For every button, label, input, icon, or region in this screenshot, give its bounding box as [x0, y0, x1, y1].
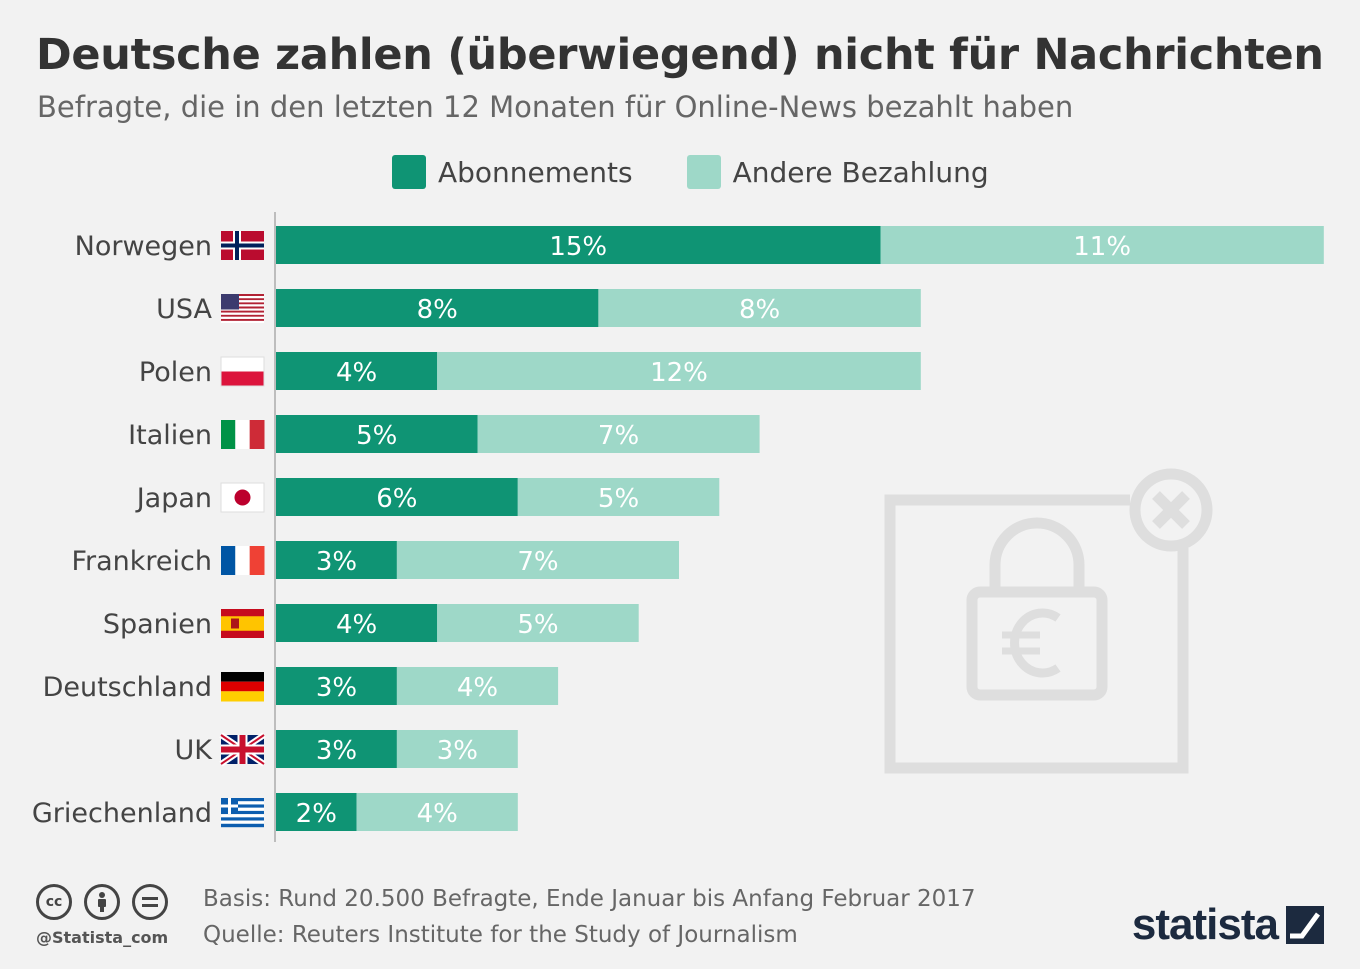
- data-label: 11%: [1073, 232, 1131, 262]
- chart-subtitle: Befragte, die in den letzten 12 Monaten …: [37, 90, 1074, 124]
- data-label: 15%: [549, 232, 607, 262]
- flag-japan-icon: [220, 482, 265, 513]
- by-icon: [84, 884, 120, 920]
- flag-norway-icon: [221, 231, 264, 260]
- legend-item-andere: Andere Bezahlung: [686, 155, 989, 189]
- flag-poland-icon: [220, 356, 265, 387]
- data-label: 7%: [517, 547, 558, 577]
- flag-italy-icon: [221, 420, 265, 449]
- license-icons: cc: [36, 884, 180, 920]
- bar-andere-uk: [396, 730, 518, 768]
- data-label: 5%: [517, 610, 558, 640]
- bar-andere-frankreich: [396, 541, 679, 579]
- flag-uk-icon: [219, 732, 266, 767]
- legend-swatch-abonnements: [392, 155, 426, 189]
- bar-abonnements-uk: [276, 730, 397, 768]
- data-label: 4%: [336, 358, 377, 388]
- flag-greece-icon: [221, 798, 264, 828]
- legend-label-abonnements: Abonnements: [438, 155, 633, 189]
- bar-abonnements-italien: [276, 415, 478, 453]
- paywall-lock-euro-icon: [884, 468, 1213, 774]
- data-label: 3%: [316, 736, 357, 766]
- legend-item-abonnements: Abonnements: [392, 155, 633, 189]
- legend-swatch-andere: [686, 155, 721, 189]
- statista-logo-text: statista: [1131, 900, 1279, 949]
- category-label: Spanien: [103, 609, 212, 640]
- data-label: 8%: [739, 295, 780, 325]
- category-label: Japan: [135, 483, 212, 514]
- basis-note: Basis: Rund 20.500 Befragte, Ende Januar…: [203, 886, 976, 912]
- data-label: 5%: [598, 484, 639, 514]
- data-label: 8%: [417, 295, 458, 325]
- category-label: USA: [156, 294, 212, 325]
- data-label: 4%: [336, 610, 377, 640]
- bar-andere-norwegen: [880, 226, 1324, 264]
- category-label: Polen: [139, 357, 212, 388]
- chart-title: Deutsche zahlen (überwiegend) nicht für …: [36, 30, 1324, 80]
- statista-brand[interactable]: statista: [1132, 900, 1324, 950]
- data-label: 3%: [437, 736, 478, 766]
- bar-abonnements-japan: [276, 478, 518, 516]
- legend-label-andere: Andere Bezahlung: [732, 155, 989, 189]
- statista-logo-icon: [1286, 906, 1324, 944]
- bar-abonnements-deutschland: [276, 667, 397, 705]
- category-label: Griechenland: [32, 798, 212, 829]
- category-label: Norwegen: [75, 231, 212, 262]
- category-label: Italien: [128, 420, 212, 451]
- bar-abonnements-polen: [276, 352, 438, 390]
- bar-andere-spanien: [437, 604, 639, 642]
- bar-andere-italien: [477, 415, 760, 453]
- data-label: 4%: [417, 799, 458, 829]
- flag-germany-icon: [221, 672, 264, 702]
- bar-abonnements-usa: [276, 289, 599, 327]
- category-label: Deutschland: [43, 672, 212, 703]
- bar-andere-japan: [517, 478, 720, 516]
- nd-icon: [132, 884, 168, 920]
- category-label: Frankreich: [71, 546, 212, 577]
- cc-icon: cc: [36, 884, 72, 920]
- bar-abonnements-frankreich: [276, 541, 397, 579]
- bar-abonnements-norwegen: [276, 226, 881, 264]
- flag-usa-icon: [221, 294, 264, 323]
- legend: Abonnements Andere Bezahlung: [392, 154, 1043, 190]
- bar-abonnements-griechenland: [276, 793, 357, 831]
- flag-spain-icon: [221, 609, 264, 638]
- data-label: 12%: [650, 358, 708, 388]
- bar-abonnements-spanien: [276, 604, 438, 642]
- data-label: 3%: [316, 673, 357, 703]
- bar-andere-deutschland: [396, 667, 559, 705]
- statista-handle[interactable]: @Statista_com: [36, 928, 169, 947]
- source-note: Quelle: Reuters Institute for the Study …: [203, 922, 798, 948]
- bar-andere-griechenland: [356, 793, 518, 831]
- data-label: 3%: [316, 547, 357, 577]
- data-label: 7%: [598, 421, 639, 451]
- bar-andere-usa: [598, 289, 921, 327]
- data-label: 4%: [457, 673, 498, 703]
- data-label: 2%: [296, 799, 337, 829]
- category-label: UK: [175, 735, 214, 766]
- bar-andere-polen: [437, 352, 921, 390]
- data-label: 6%: [376, 484, 417, 514]
- data-label: 5%: [356, 421, 397, 451]
- flag-france-icon: [221, 546, 265, 575]
